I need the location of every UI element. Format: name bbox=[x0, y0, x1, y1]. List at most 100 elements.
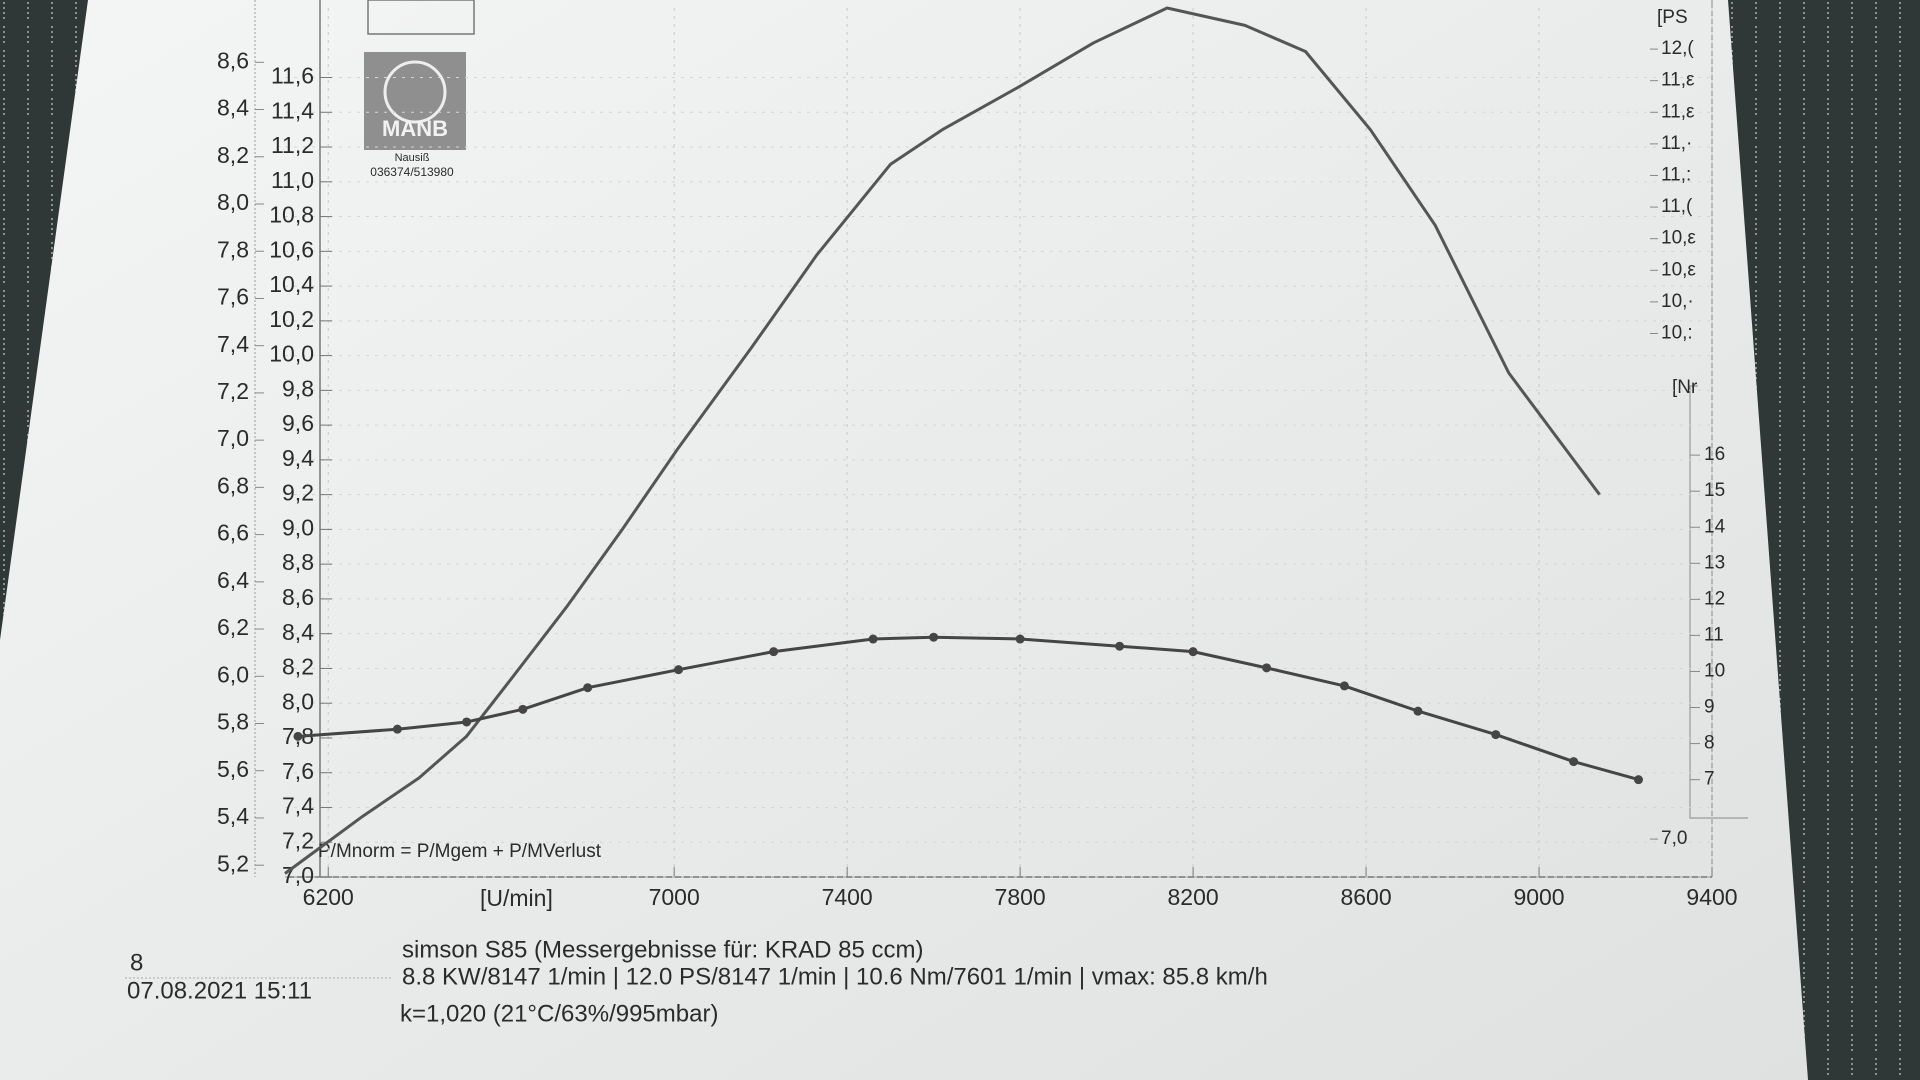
paper bbox=[0, 0, 1808, 1080]
kw-tick-label: 5,8 bbox=[217, 709, 249, 735]
x-tick-label: 8200 bbox=[1168, 884, 1219, 910]
logo-piston bbox=[383, 60, 447, 124]
ps-tick-label: 9,2 bbox=[282, 480, 314, 506]
x-tick-label: 9400 bbox=[1686, 884, 1737, 910]
footer-conditions: k=1,020 (21°C/63%/995mbar) bbox=[400, 1000, 718, 1027]
ps-right-tick-label: 11,: bbox=[1661, 164, 1691, 185]
x-tick-label: 7800 bbox=[995, 884, 1046, 910]
kw-tick-label: 7,4 bbox=[217, 331, 249, 357]
torque-point bbox=[1015, 634, 1025, 644]
torque-point bbox=[929, 632, 939, 642]
torque-point bbox=[1188, 647, 1198, 657]
kw-tick-label: 6,8 bbox=[217, 472, 249, 498]
torque-axis-bracket bbox=[1689, 385, 1748, 819]
kw-tick-label: 8,0 bbox=[217, 189, 249, 215]
torque-tick-label: 8 bbox=[1704, 733, 1715, 754]
x-tick-label: 7400 bbox=[822, 884, 873, 910]
ps-right-tick-label: 10,ε bbox=[1661, 259, 1696, 280]
ps-right-tick-label: 11,ε bbox=[1661, 70, 1695, 91]
torque-point bbox=[1115, 641, 1125, 651]
ps-tick-label: 7,6 bbox=[282, 758, 314, 784]
ps-tick-label: 9,8 bbox=[282, 375, 314, 401]
torque-tick-label: 13 bbox=[1704, 552, 1725, 573]
torque-point bbox=[462, 717, 472, 727]
ps-tick-label: 7,0 bbox=[282, 862, 314, 888]
kw-tick-label: 8,4 bbox=[217, 95, 249, 121]
ps-tick-label: 10,6 bbox=[269, 236, 314, 262]
logo-phone: 036374/513980 bbox=[370, 165, 454, 179]
torque-tick-label: 10 bbox=[1704, 660, 1725, 681]
ps-right-tick-label: 10,ε bbox=[1661, 228, 1696, 249]
torque-point bbox=[1413, 706, 1423, 716]
logo-name: MANB bbox=[382, 116, 448, 141]
ps-tick-label: 9,6 bbox=[282, 410, 314, 436]
torque-point bbox=[1339, 681, 1349, 691]
ps-tick-label: 8,8 bbox=[282, 549, 314, 575]
ps-tick-label: 11,2 bbox=[271, 132, 314, 158]
x-tick-label: 7000 bbox=[649, 884, 700, 910]
ps-right-tick-label: 10,: bbox=[1661, 322, 1693, 343]
torque-point bbox=[868, 634, 878, 644]
ps-tick-label: 10,2 bbox=[269, 306, 314, 332]
torque-tick-label: 15 bbox=[1704, 480, 1725, 501]
kw-tick-label: 6,2 bbox=[217, 614, 249, 640]
ps-right-unit: [PS bbox=[1657, 7, 1688, 28]
kw-tick-label: 7,6 bbox=[217, 284, 249, 310]
torque-point bbox=[392, 724, 402, 734]
ps-tick-label: 11,4 bbox=[271, 97, 314, 123]
ps-tick-label: 7,2 bbox=[282, 827, 314, 853]
ps-right-tick-label: 7,0 bbox=[1661, 828, 1687, 849]
kw-tick-label: 8,6 bbox=[217, 47, 249, 73]
torque-point bbox=[1569, 757, 1579, 767]
ps-tick-label: 10,0 bbox=[269, 341, 314, 367]
ps-tick-label: 10,8 bbox=[269, 202, 314, 228]
kw-tick-label: 7,0 bbox=[217, 425, 249, 451]
kw-tick-label: 5,6 bbox=[217, 756, 249, 782]
torque-tick-label: 7 bbox=[1704, 769, 1715, 790]
ps-tick-label: 9,0 bbox=[282, 514, 314, 540]
torque-point bbox=[1633, 775, 1643, 785]
kw-tick-label: 6,0 bbox=[217, 661, 249, 687]
x-tick-label: 9000 bbox=[1513, 884, 1564, 910]
formula: P/Mnorm = P/Mgem + P/MVerlust bbox=[318, 841, 602, 862]
footer-date: 07.08.2021 15:11 bbox=[127, 977, 312, 1004]
torque-point bbox=[1491, 730, 1501, 740]
ps-tick-label: 8,6 bbox=[282, 584, 314, 610]
kw-tick-label: 5,4 bbox=[217, 803, 249, 829]
ps-tick-label: 8,2 bbox=[282, 654, 314, 680]
logo-place: Nausiß bbox=[395, 152, 430, 164]
ps-tick-label: 10,4 bbox=[269, 271, 314, 297]
torque-point bbox=[518, 704, 528, 714]
torque-point bbox=[1262, 663, 1272, 673]
kw-tick-label: 5,2 bbox=[217, 850, 249, 876]
ps-tick-label: 9,4 bbox=[282, 445, 314, 471]
torque-tick-label: 14 bbox=[1704, 516, 1726, 537]
torque-unit: [Nr bbox=[1672, 377, 1698, 398]
ps-tick-label: 11,6 bbox=[271, 63, 314, 89]
ps-tick-label: 7,4 bbox=[282, 793, 314, 819]
torque-curve bbox=[297, 635, 1639, 782]
ps-right-tick-label: 11,· bbox=[1661, 133, 1692, 154]
ps-right-tick-label: 10,· bbox=[1661, 291, 1694, 312]
torque-point bbox=[583, 683, 593, 693]
torque-point bbox=[293, 731, 303, 741]
torque-point bbox=[769, 647, 779, 657]
ps-right-tick-label: 11,( bbox=[1661, 196, 1693, 217]
kw-tick-label: 6,6 bbox=[217, 520, 249, 546]
ps-tick-label: 8,0 bbox=[282, 688, 314, 714]
x-tick-label: 8600 bbox=[1340, 884, 1391, 910]
logo-frame bbox=[367, 0, 475, 35]
logo-badge bbox=[364, 52, 466, 150]
kw-tick-label: 7,8 bbox=[217, 236, 249, 262]
ps-tick-label: 11,0 bbox=[271, 167, 314, 193]
footer-number: 8 bbox=[130, 949, 143, 976]
ps-right-tick-label: 12,( bbox=[1661, 38, 1694, 59]
ps-right-tick-label: 11,ε bbox=[1661, 101, 1695, 122]
kw-tick-label: 7,2 bbox=[217, 378, 249, 404]
footer-title: simson S85 (Messergebnisse für: KRAD 85 … bbox=[402, 936, 924, 963]
torque-point bbox=[674, 665, 684, 675]
x-tick-label: 6200 bbox=[303, 884, 354, 910]
kw-tick-label: 8,2 bbox=[217, 142, 249, 168]
ps-tick-label: 8,4 bbox=[282, 619, 314, 645]
